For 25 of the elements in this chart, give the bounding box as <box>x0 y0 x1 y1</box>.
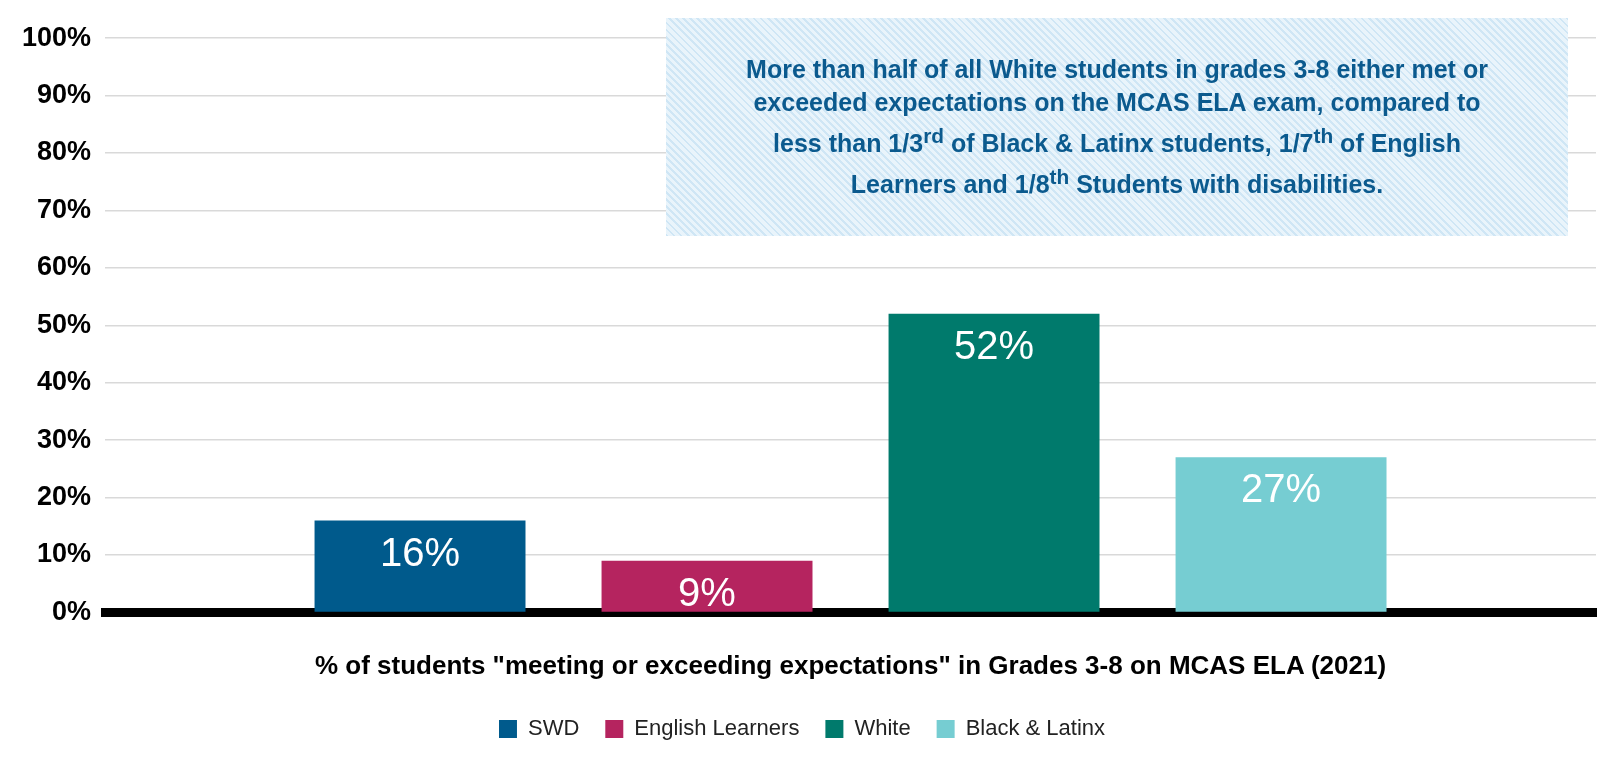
bar <box>314 520 526 612</box>
y-tick-label: 50% <box>37 308 92 339</box>
y-tick-label: 80% <box>37 136 92 167</box>
y-tick-label: 70% <box>37 193 92 224</box>
x-axis-title: % of students "meeting or exceeding expectations" in Grades 3-8 on MCAS ELA (2021) <box>314 649 1387 680</box>
data-label: 52% <box>954 322 1035 367</box>
y-tick-label: 30% <box>37 423 92 454</box>
bar <box>1175 457 1387 612</box>
y-tick-label: 40% <box>37 366 92 397</box>
y-tick-label: 0% <box>52 595 92 626</box>
data-label: 27% <box>1241 466 1322 511</box>
legend-label: SWD <box>527 715 580 741</box>
bar <box>601 560 813 612</box>
y-tick-label: 60% <box>37 251 92 282</box>
legend-label: English Learners <box>634 715 800 741</box>
legend-label: White <box>854 715 911 741</box>
data-label: 16% <box>379 529 461 574</box>
y-tick-label: 20% <box>37 481 92 512</box>
text: More than half of all White students in grades 3-8 either met or exceeded expectations on the MCAS ELA exam, compared to less than 1/3$^{rd}$ of Black & Latinx students, 1/7$^{th}$ of English Learners and 1/8$^{th}$ Students with disabilities. <box>746 54 1488 199</box>
y-tick-label: 10% <box>37 538 92 569</box>
y-tick-label: 90% <box>37 79 92 110</box>
y-tick-label: 100% <box>21 21 92 52</box>
bar <box>888 313 1100 612</box>
legend-label: Black & Latinx <box>965 715 1106 741</box>
data-label: 9% <box>678 569 736 614</box>
